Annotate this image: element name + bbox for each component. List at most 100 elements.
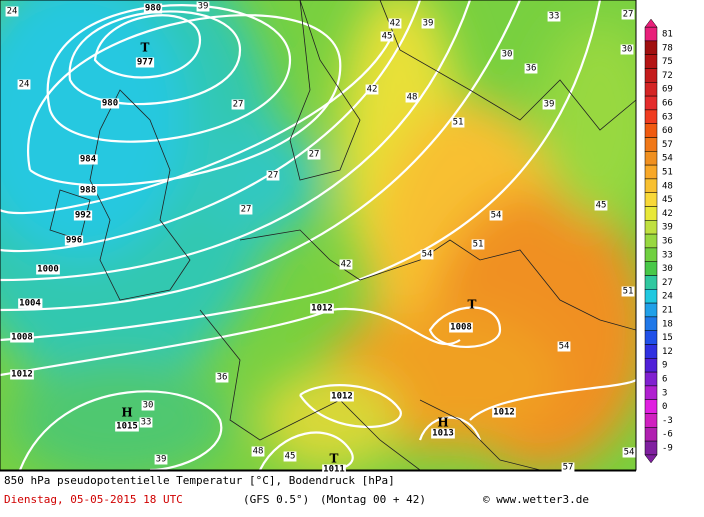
- footer-model: (GFS 0.5°): [243, 493, 309, 506]
- isobar-label: 984: [80, 155, 97, 165]
- colorbar-swatch: [644, 164, 658, 180]
- temperature-label: 54: [559, 342, 570, 352]
- temperature-label: 42: [390, 19, 401, 29]
- map: [0, 0, 636, 470]
- temperature-label: 45: [382, 32, 393, 42]
- colorbar-swatch: [644, 344, 658, 359]
- colorbar-label: 60: [662, 126, 673, 136]
- isobar-label-bg: [73, 210, 93, 221]
- temperature-label-bg: [405, 92, 419, 103]
- isobar-label-bg: [115, 421, 139, 432]
- map-frame: [0, 0, 637, 471]
- colorbar-label: 51: [662, 168, 673, 178]
- temperature-label: 33: [141, 418, 152, 428]
- isobar-label: 980: [102, 99, 118, 109]
- isobar-label: 1011: [323, 465, 345, 475]
- isobar-label-bg: [431, 428, 455, 439]
- temperature-label: 48: [253, 447, 264, 457]
- isobar-label: 977: [137, 58, 153, 68]
- isobar-label: 1012: [11, 370, 33, 380]
- temperature-label-bg: [380, 31, 394, 42]
- temperature-label-bg: [620, 44, 634, 55]
- colorbar-swatch: [644, 233, 658, 249]
- colorbar-label: 18: [662, 319, 673, 329]
- colorbar-swatch: [644, 427, 658, 442]
- isobar-label: 1013: [432, 429, 454, 439]
- temperature-label-bg: [365, 84, 379, 95]
- isobar-label-bg: [10, 332, 34, 343]
- pressure-center: T: [141, 41, 150, 55]
- temperature-label: 42: [367, 85, 378, 95]
- temperature-label: 51: [623, 287, 634, 297]
- colorbar-label: 54: [662, 154, 673, 164]
- temperature-label-bg: [215, 372, 229, 383]
- isobar-label-bg: [449, 322, 473, 333]
- isobar-label: 996: [66, 236, 82, 246]
- temperature-label: 57: [563, 463, 574, 473]
- temperature-label-bg: [231, 99, 245, 110]
- temperature-label: 39: [156, 455, 167, 465]
- temperature-label-bg: [251, 446, 265, 457]
- temperature-label-bg: [557, 341, 571, 352]
- temperature-label-bg: [266, 170, 280, 181]
- colorbar-swatch: [644, 275, 658, 290]
- temperature-label-bg: [283, 451, 297, 462]
- colorbar-swatch: [644, 358, 658, 373]
- footer-date: Dienstag, 05-05-2015 18 UTC: [4, 493, 183, 506]
- isobar-label-bg: [18, 298, 43, 309]
- isobar-label: 1000: [37, 265, 59, 275]
- colorbar-swatch: [644, 40, 658, 55]
- temperature-label: 30: [622, 45, 633, 55]
- temperature-label-bg: [139, 417, 153, 428]
- colorbar-swatch: [644, 413, 658, 428]
- colorbar-swatch: [644, 316, 658, 331]
- isobar-label-bg: [36, 264, 60, 275]
- colorbar-swatch: [644, 371, 658, 387]
- temperature-label: 36: [217, 373, 228, 383]
- temperature-label: 54: [422, 250, 433, 260]
- colorbar-label: 57: [662, 140, 673, 150]
- temperature-label-bg: [239, 204, 253, 215]
- temperature-label: 39: [544, 100, 555, 110]
- temperature-label-bg: [339, 259, 353, 270]
- temperature-label-bg: [451, 117, 465, 128]
- temperature-label: 45: [596, 201, 607, 211]
- colorbar-label: 69: [662, 85, 673, 95]
- temperature-label: 27: [309, 150, 320, 160]
- colorbar-swatch: [644, 82, 658, 97]
- colorbar-swatch: [644, 95, 658, 111]
- colorbar-label: 48: [662, 181, 673, 191]
- temperature-label-bg: [594, 200, 608, 211]
- temperature-label: 30: [143, 401, 154, 411]
- temperature-label: 48: [407, 93, 418, 103]
- footer-title: 850 hPa pseudopotentielle Temperatur [°C…: [4, 474, 395, 487]
- temperature-label-bg: [561, 462, 575, 473]
- isobar-label-bg: [78, 185, 98, 196]
- temperature-label-bg: [621, 286, 635, 297]
- colorbar-label: 33: [662, 250, 673, 260]
- colorbar-label: 9: [662, 361, 667, 371]
- temperature-label: 54: [491, 211, 502, 221]
- temperature-label: 27: [623, 10, 634, 20]
- temperature-label-bg: [154, 454, 168, 465]
- colorbar-label: 63: [662, 112, 673, 122]
- temperature-label-bg: [471, 239, 485, 250]
- colorbar-swatch: [644, 109, 658, 124]
- temperature-label: 24: [7, 7, 18, 17]
- colorbar-label: 45: [662, 195, 673, 205]
- temperature-label: 30: [502, 50, 513, 60]
- colorbar-swatch: [644, 399, 658, 414]
- temperature-label: 27: [241, 205, 252, 215]
- isobar-label: 1008: [450, 323, 472, 333]
- temperature-label-bg: [5, 6, 19, 17]
- colorbar-label: 0: [662, 402, 667, 412]
- temperature-label-bg: [196, 1, 210, 12]
- colorbar-swatch: [644, 123, 658, 138]
- temperature-label: 45: [285, 452, 296, 462]
- colorbar-label: 24: [662, 292, 673, 302]
- colorbar-swatch: [644, 289, 658, 304]
- colorbar-swatch: [644, 385, 658, 400]
- pressure-center: T: [330, 452, 339, 466]
- temperature-label-bg: [307, 149, 321, 160]
